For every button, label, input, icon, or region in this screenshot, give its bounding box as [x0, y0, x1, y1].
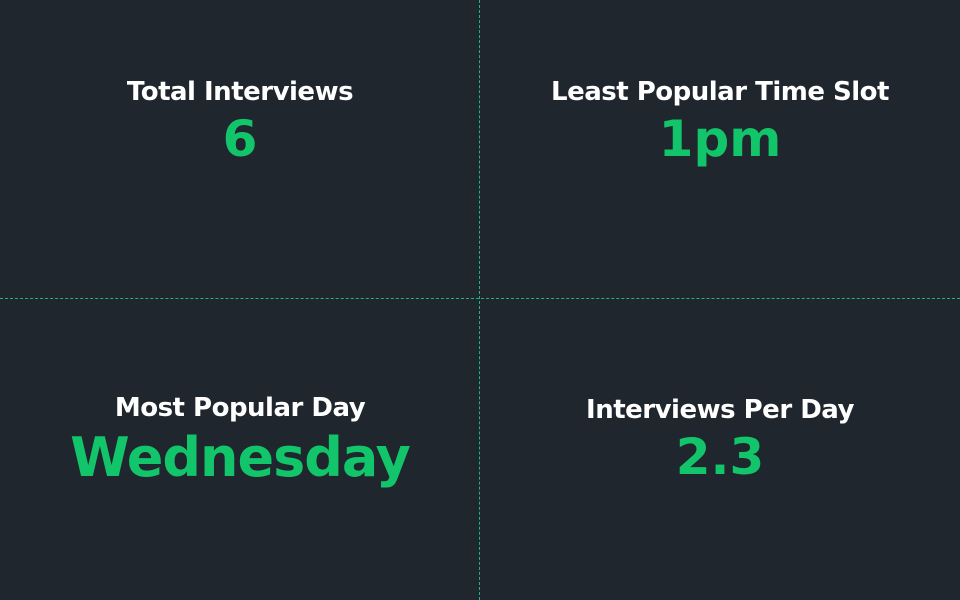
stat-card-least-popular-time-slot: Least Popular Time Slot 1pm	[480, 0, 960, 300]
stat-card-total-interviews: Total Interviews 6	[0, 0, 480, 300]
stat-value: 2.3	[675, 428, 765, 487]
stat-card-most-popular-day: Most Popular Day Wednesday	[0, 300, 480, 600]
stat-label: Least Popular Time Slot	[551, 76, 889, 107]
vertical-divider	[479, 0, 480, 600]
stat-value: 1pm	[658, 110, 782, 169]
stat-label: Total Interviews	[126, 76, 354, 107]
stat-label: Interviews Per Day	[586, 394, 854, 425]
stat-label: Most Popular Day	[114, 392, 366, 423]
stat-value: Wednesday	[70, 425, 411, 489]
horizontal-divider	[0, 298, 960, 299]
stat-card-interviews-per-day: Interviews Per Day 2.3	[480, 300, 960, 600]
stat-value: 6	[222, 110, 258, 169]
